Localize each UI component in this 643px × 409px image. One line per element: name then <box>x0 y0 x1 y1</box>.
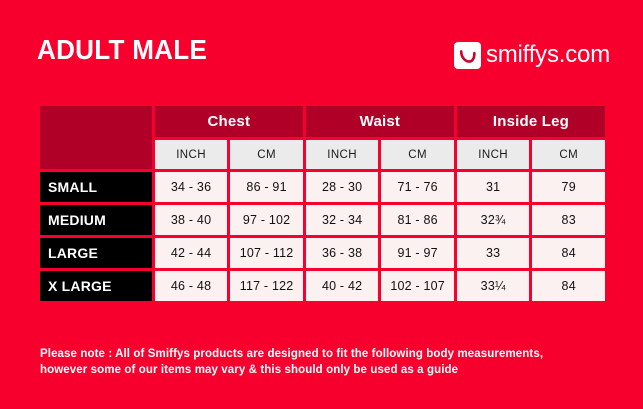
footer-note: Please note : All of Smiffys products ar… <box>40 346 615 378</box>
unit-header-waist-inch: INCH <box>305 140 379 169</box>
table-corner-cell <box>40 106 152 169</box>
size-label-x-large: X LARGE <box>40 271 152 301</box>
page-header: ADULT MALE smiffys.com <box>0 0 643 100</box>
cell-small-inside-leg-cm: 79 <box>532 172 605 202</box>
group-header-chest: Chest <box>154 106 303 137</box>
size-label-large: LARGE <box>40 238 152 268</box>
size-label-medium: MEDIUM <box>40 205 152 235</box>
smile-mark-icon <box>453 41 481 69</box>
cell-medium-inside-leg-cm: 83 <box>532 205 605 235</box>
cell-medium-chest-inch: 38 - 40 <box>154 205 228 235</box>
unit-header-row: INCH CM INCH CM INCH CM <box>40 140 605 169</box>
cell-medium-inside-leg-inch: 32¾ <box>456 205 530 235</box>
footer-note-line-1: Please note : All of Smiffys products ar… <box>40 348 544 360</box>
cell-small-chest-cm: 86 - 91 <box>230 172 303 202</box>
table-row: SMALL 34 - 36 86 - 91 28 - 30 71 - 76 31… <box>40 172 605 202</box>
cell-medium-waist-inch: 32 - 34 <box>305 205 379 235</box>
cell-large-waist-cm: 91 - 97 <box>381 238 454 268</box>
cell-small-chest-inch: 34 - 36 <box>154 172 228 202</box>
cell-x-large-waist-inch: 40 - 42 <box>305 271 379 301</box>
cell-large-inside-leg-cm: 84 <box>532 238 605 268</box>
group-header-inside-leg: Inside Leg <box>456 106 605 137</box>
cell-large-waist-inch: 36 - 38 <box>305 238 379 268</box>
cell-small-inside-leg-inch: 31 <box>456 172 530 202</box>
group-header-waist: Waist <box>305 106 454 137</box>
page-title: ADULT MALE <box>37 34 208 65</box>
unit-header-inside-leg-cm: CM <box>532 140 605 169</box>
cell-large-inside-leg-inch: 33 <box>456 238 530 268</box>
cell-small-waist-inch: 28 - 30 <box>305 172 379 202</box>
cell-x-large-chest-cm: 117 - 122 <box>230 271 303 301</box>
cell-x-large-waist-cm: 102 - 107 <box>381 271 454 301</box>
cell-x-large-chest-inch: 46 - 48 <box>154 271 228 301</box>
group-header-row: Chest Waist Inside Leg <box>40 106 605 169</box>
cell-medium-waist-cm: 81 - 86 <box>381 205 454 235</box>
unit-header-chest-inch: INCH <box>154 140 228 169</box>
brand-logo: smiffys.com <box>453 40 610 70</box>
cell-large-chest-inch: 42 - 44 <box>154 238 228 268</box>
footer-note-line-2: however some of our items may vary & thi… <box>40 364 459 376</box>
cell-large-chest-cm: 107 - 112 <box>230 238 303 268</box>
cell-small-waist-cm: 71 - 76 <box>381 172 454 202</box>
cell-x-large-inside-leg-cm: 84 <box>532 271 605 301</box>
unit-header-chest-cm: CM <box>230 140 303 169</box>
brand-name: smiffys.com <box>485 41 610 68</box>
unit-header-inside-leg-inch: INCH <box>456 140 530 169</box>
table-row: LARGE 42 - 44 107 - 112 36 - 38 91 - 97 … <box>40 238 605 268</box>
table-row: MEDIUM 38 - 40 97 - 102 32 - 34 81 - 86 … <box>40 205 605 235</box>
cell-x-large-inside-leg-inch: 33¼ <box>456 271 530 301</box>
size-label-small: SMALL <box>40 172 152 202</box>
table-row: X LARGE 46 - 48 117 - 122 40 - 42 102 - … <box>40 271 605 301</box>
cell-medium-chest-cm: 97 - 102 <box>230 205 303 235</box>
unit-header-waist-cm: CM <box>381 140 454 169</box>
size-chart-table: Chest Waist Inside Leg INCH CM INCH CM I… <box>37 103 608 304</box>
